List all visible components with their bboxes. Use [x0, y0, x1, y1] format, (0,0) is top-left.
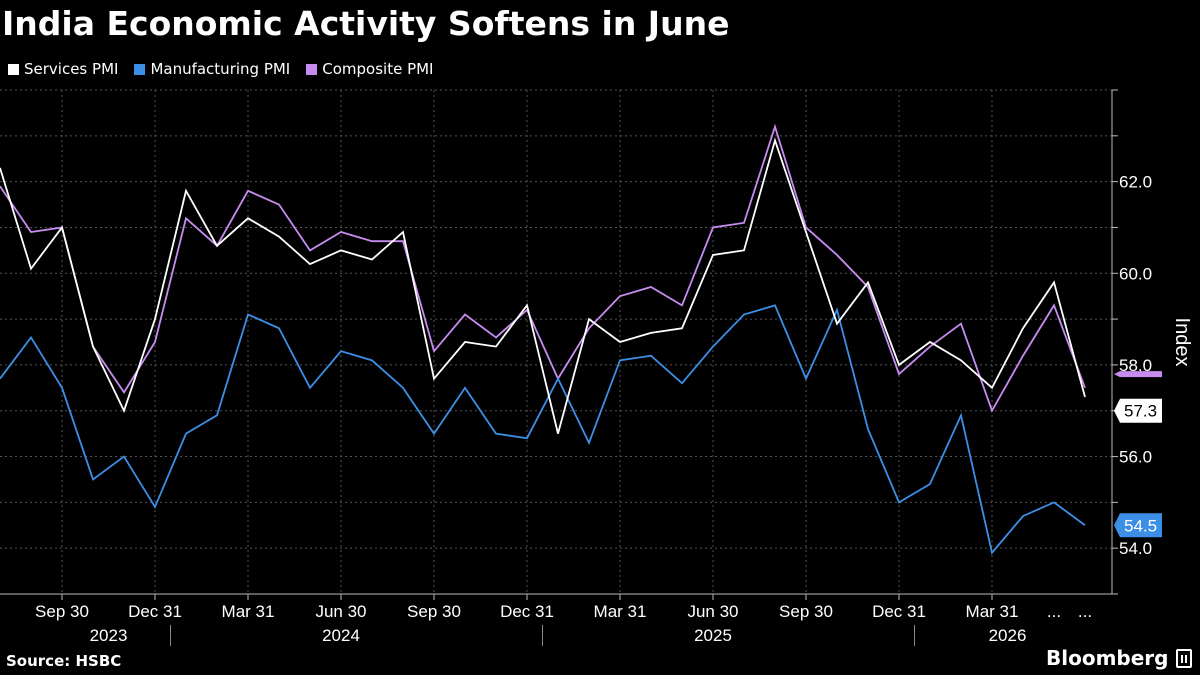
x-tick-label: Jun 30	[315, 602, 366, 621]
brand-name: Bloomberg	[1046, 646, 1169, 670]
end-tag-services-shape	[1114, 398, 1162, 423]
y-tick-label: 54.0	[1119, 539, 1152, 558]
year-label: 2024	[322, 626, 360, 645]
x-tick-label: Sep 30	[35, 602, 89, 621]
series-line-manufacturing-pmi	[0, 304, 1086, 555]
legend-label-services: Services PMI	[24, 60, 119, 78]
legend-swatch-manufacturing	[134, 63, 146, 75]
x-tick-label: Dec 31	[128, 602, 182, 621]
x-tick-label: Mar 31	[222, 602, 275, 621]
series-lines	[0, 123, 1086, 555]
legend-swatch-services	[8, 63, 19, 75]
y-tick-label: 60.0	[1119, 264, 1152, 283]
x-tick-label: Mar 31	[594, 602, 647, 621]
bloomberg-icon	[1176, 648, 1193, 668]
end-tag-composite-shape	[1114, 371, 1162, 378]
year-label: 2025	[694, 626, 732, 645]
x-tick-label: Dec 31	[500, 602, 554, 621]
end-tag-services: 57.3	[1114, 398, 1162, 423]
axes	[0, 89, 1118, 646]
series-line-services-pmi	[0, 137, 1086, 434]
x-tick-label: ...	[1078, 602, 1092, 621]
legend-swatch-composite	[306, 63, 318, 75]
end-tag-composite	[1114, 371, 1162, 378]
y-tick-label: 58.0	[1119, 356, 1152, 375]
x-tick-label: Mar 31	[966, 602, 1019, 621]
axis-labels: 54.0 56.0 58.0 60.0 62.0 Index Sep 30 Dec 31 Mar…	[35, 173, 1193, 645]
legend: Services PMI Manufacturing PMI Composite…	[8, 60, 433, 78]
end-tag-manufacturing-text: 54.5	[1124, 516, 1157, 535]
y-tick-label: 56.0	[1119, 448, 1152, 467]
source-note: Source: HSBC	[6, 652, 122, 670]
series-line-composite-pmi	[0, 123, 1086, 413]
x-tick-label: ...	[1047, 602, 1061, 621]
legend-entry-composite: Composite PMI	[306, 60, 433, 78]
grid	[0, 89, 1112, 595]
legend-entry-services: Services PMI	[8, 60, 118, 78]
x-tick-label: Sep 30	[779, 602, 833, 621]
legend-label-manufacturing: Manufacturing PMI	[150, 60, 291, 78]
x-tick-label: Jun 30	[687, 602, 738, 621]
y-tick-label: 62.0	[1119, 173, 1152, 192]
legend-label-composite: Composite PMI	[322, 60, 434, 78]
year-label: 2023	[90, 626, 128, 645]
end-tag-manufacturing: 54.5	[1114, 513, 1162, 538]
end-tag-manufacturing-shape	[1114, 513, 1162, 538]
x-tick-label: Sep 30	[407, 602, 461, 621]
end-tag-services-text: 57.3	[1124, 402, 1157, 421]
chart-title: India Economic Activity Softens in June	[2, 4, 730, 43]
brand-logo: Bloomberg	[1046, 646, 1193, 670]
legend-entry-manufacturing: Manufacturing PMI	[134, 60, 290, 78]
year-label: 2026	[989, 626, 1027, 645]
x-tick-label: Dec 31	[872, 602, 926, 621]
y-axis-label: Index	[1171, 318, 1193, 367]
